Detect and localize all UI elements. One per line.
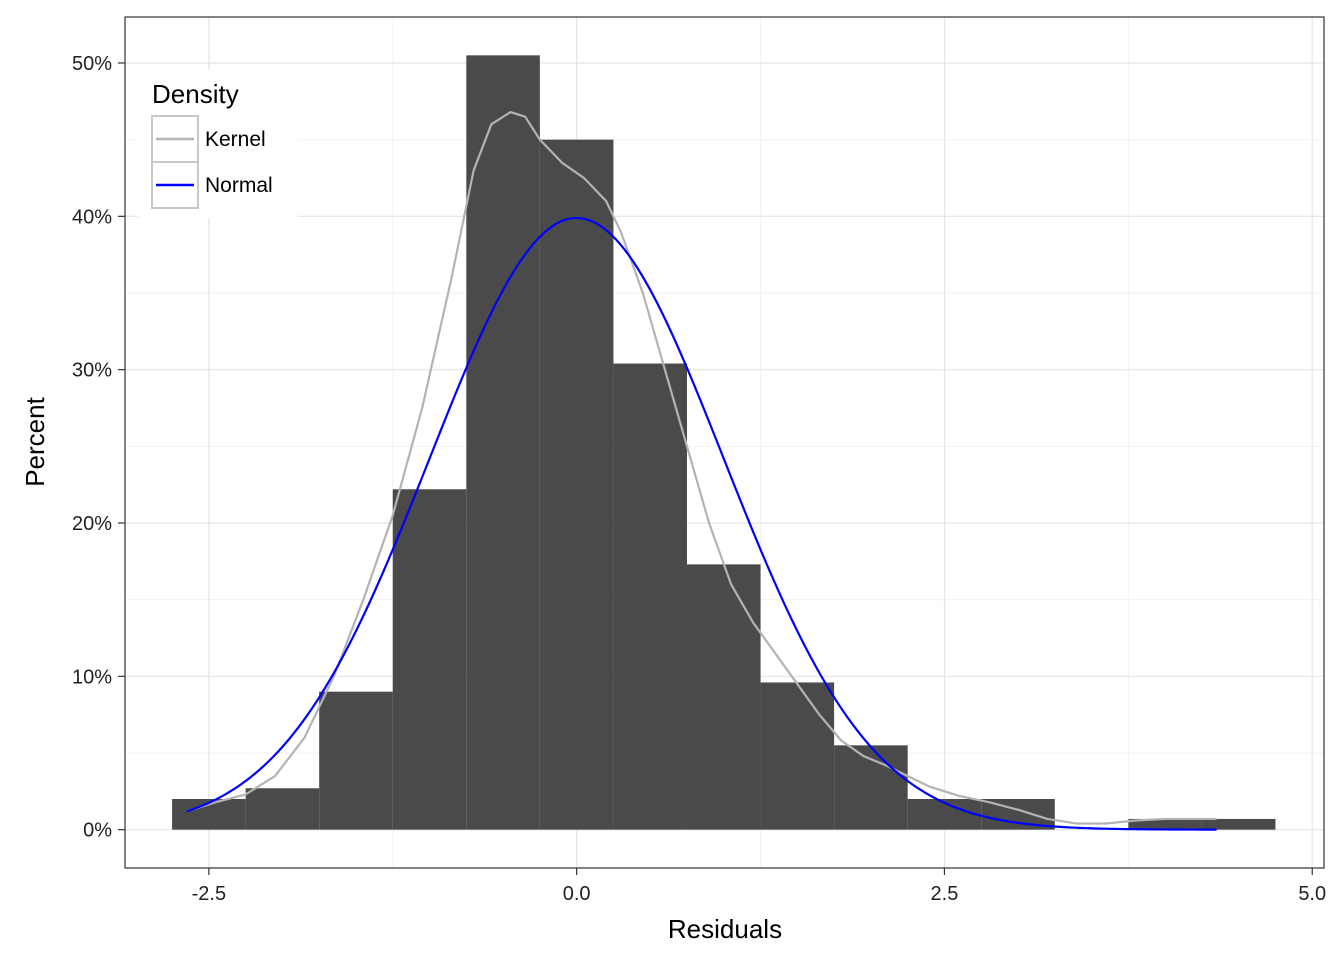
histogram-bar xyxy=(613,363,687,830)
legend-title: Density xyxy=(152,79,239,109)
density-curves xyxy=(186,110,1217,831)
x-tick-label: -2.5 xyxy=(192,883,226,905)
histogram-bar xyxy=(245,788,320,830)
density-curve-kernel xyxy=(186,110,1217,825)
legend-label-normal: Normal xyxy=(205,174,273,197)
histogram-bar xyxy=(1128,818,1202,830)
legend-label-kernel: Kernel xyxy=(205,128,266,151)
y-tick-label: 30% xyxy=(72,360,112,382)
histogram-bar xyxy=(1201,818,1276,830)
y-tick-label: 10% xyxy=(72,666,112,688)
histogram-bar xyxy=(539,139,614,830)
plot-panel-border xyxy=(124,16,1325,869)
legend: Density Kernel Normal xyxy=(138,70,298,218)
y-tick-label: 50% xyxy=(72,53,112,75)
x-tick-label: 2.5 xyxy=(931,883,959,905)
histogram-bars xyxy=(172,55,1276,830)
x-tick-label: 5.0 xyxy=(1298,883,1326,905)
x-axis-title: Residuals xyxy=(668,914,782,944)
histogram-bar xyxy=(760,682,835,830)
y-tick-label: 40% xyxy=(72,206,112,228)
histogram-bar xyxy=(392,489,467,830)
y-axis-title: Percent xyxy=(20,396,50,486)
density-curve-normal xyxy=(186,216,1217,831)
y-tick-label: 20% xyxy=(72,513,112,535)
x-axis: -2.5 0.0 2.5 5.0 xyxy=(192,868,1326,905)
histogram-bar xyxy=(686,564,761,830)
histogram-bar xyxy=(466,55,540,830)
y-axis: 0% 10% 20% 30% 40% 50% xyxy=(72,53,125,842)
histogram-bar xyxy=(319,691,393,830)
x-tick-label: 0.0 xyxy=(563,883,591,905)
y-tick-label: 0% xyxy=(83,820,112,842)
histogram-bar xyxy=(907,799,982,830)
